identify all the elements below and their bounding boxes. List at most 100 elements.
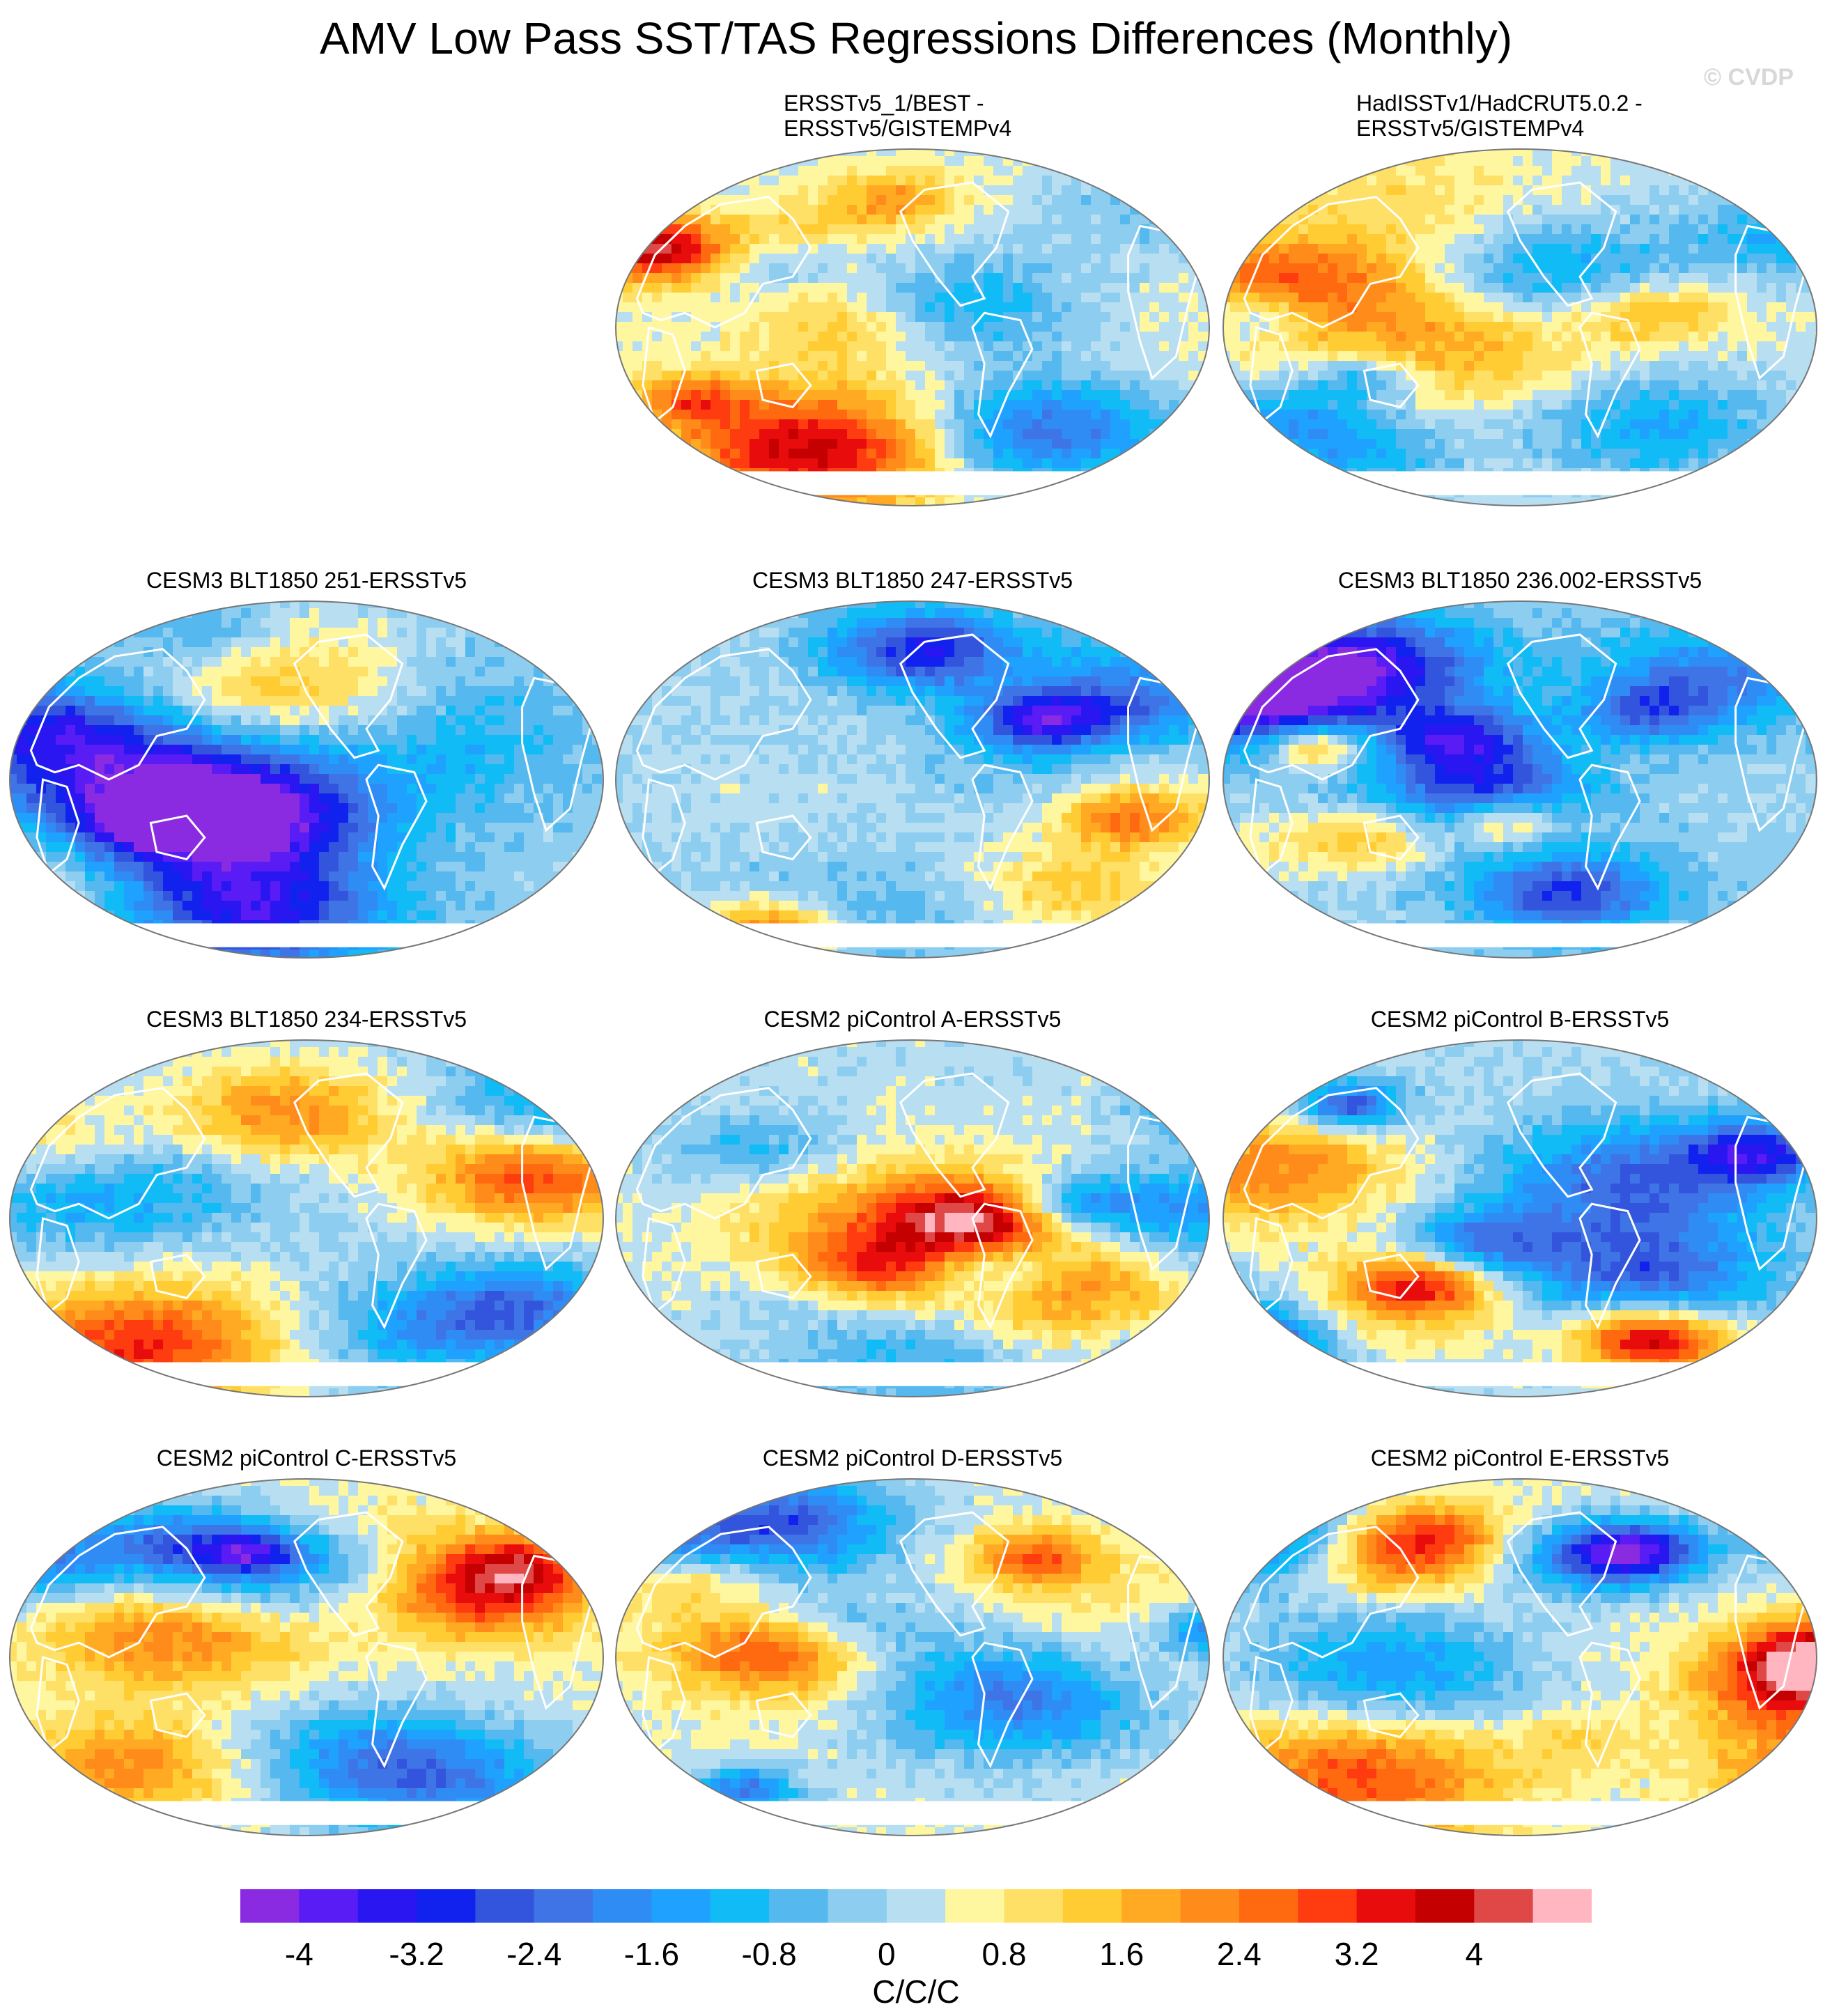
- continent-outline: [642, 1217, 686, 1315]
- map-border: [9, 600, 604, 959]
- colorbar-swatch: [534, 1889, 593, 1923]
- continent-outline: [1249, 1217, 1294, 1315]
- panel-title: HadISSTv1/HadCRUT5.0.2 - ERSSTv5/GISTEMP…: [1356, 91, 1785, 141]
- colorbar: [240, 1889, 1592, 1923]
- antarctica-outline: [730, 1362, 1095, 1386]
- continent-outline: [1363, 1692, 1420, 1739]
- map-panel-p9: CESM2 piControl C-ERSSTv5: [7, 1445, 606, 1836]
- panel-title: CESM2 piControl B-ERSSTv5: [1220, 1007, 1819, 1032]
- continent-outline: [149, 1692, 206, 1739]
- continent-outline: [642, 778, 686, 876]
- colorbar-tick-label: -2.4: [506, 1935, 561, 1973]
- colorbar-swatch: [769, 1889, 828, 1923]
- colorbar-swatch: [475, 1889, 535, 1923]
- continent-outline: [149, 1253, 206, 1300]
- continent-outline: [365, 763, 428, 891]
- panel-title: ERSSTv5_1/BEST - ERSSTv5/GISTEMPv4: [784, 91, 1212, 141]
- colorbar-tick-label: 1.6: [1099, 1935, 1144, 1973]
- continent-outline: [1578, 311, 1641, 439]
- colorbar-swatch: [1121, 1889, 1181, 1923]
- colorbar-swatch: [1180, 1889, 1240, 1923]
- colorbar-swatch: [1474, 1889, 1534, 1923]
- colorbar-swatch: [1298, 1889, 1358, 1923]
- continent-outline: [899, 181, 1010, 307]
- colorbar-tick-label: 2.4: [1217, 1935, 1262, 1973]
- colorbar-swatch: [710, 1889, 770, 1923]
- map-border: [615, 1039, 1210, 1397]
- map-border: [1222, 148, 1817, 506]
- panel-title: CESM2 piControl E-ERSSTv5: [1220, 1445, 1819, 1471]
- antarctica-outline: [1337, 1801, 1702, 1825]
- continent-outline: [29, 1087, 206, 1220]
- continent-outline: [365, 1202, 428, 1330]
- robinson-map: [615, 148, 1210, 506]
- antarctica-outline: [730, 471, 1095, 495]
- map-border: [1222, 1039, 1817, 1397]
- continent-outline: [293, 1511, 404, 1637]
- colorbar-swatch: [651, 1889, 711, 1923]
- continent-outline: [755, 1692, 812, 1739]
- continent-outline: [755, 814, 812, 861]
- robinson-map: [1222, 1478, 1817, 1836]
- colorbar-swatch: [357, 1889, 417, 1923]
- map-panel-p8: CESM2 piControl B-ERSSTv5: [1220, 1007, 1819, 1397]
- panel-title: CESM3 BLT1850 247-ERSSTv5: [613, 568, 1212, 593]
- colorbar-tick-label: 4: [1466, 1935, 1484, 1973]
- continent-outline: [36, 1217, 80, 1315]
- continent-outline: [1507, 1072, 1617, 1198]
- colorbar-swatch: [945, 1889, 1005, 1923]
- robinson-map: [1222, 1039, 1817, 1397]
- watermark: © CVDP: [1704, 64, 1794, 91]
- continent-outline: [1363, 814, 1420, 861]
- continent-outline: [1507, 1511, 1617, 1637]
- continent-outline: [971, 1202, 1034, 1330]
- colorbar-tick-label: -1.6: [624, 1935, 679, 1973]
- continent-outline: [293, 633, 404, 759]
- continent-outline: [149, 814, 206, 861]
- continent-outline: [1243, 648, 1420, 781]
- robinson-map: [9, 1039, 604, 1397]
- antarctica-outline: [124, 1801, 489, 1825]
- continent-outline: [1249, 778, 1294, 876]
- continent-outline: [36, 778, 80, 876]
- continent-outline: [29, 1526, 206, 1659]
- colorbar-swatch: [1356, 1889, 1416, 1923]
- antarctica-outline: [1337, 471, 1702, 495]
- continent-outline: [642, 1656, 686, 1753]
- continent-outline: [635, 1526, 812, 1659]
- figure-title: AMV Low Pass SST/TAS Regressions Differe…: [0, 13, 1832, 64]
- continent-outline: [1578, 1641, 1641, 1769]
- continent-outline: [1243, 1087, 1420, 1220]
- map-panel-p5: CESM3 BLT1850 236.002-ERSSTv5: [1220, 568, 1819, 959]
- map-border: [9, 1039, 604, 1397]
- map-border: [615, 148, 1210, 506]
- continent-outline: [36, 1656, 80, 1753]
- robinson-map: [9, 1478, 604, 1836]
- colorbar-tick-label: 0.8: [982, 1935, 1027, 1973]
- antarctica-outline: [1337, 1362, 1702, 1386]
- continent-outline: [635, 648, 812, 781]
- map-panel-p4: CESM3 BLT1850 247-ERSSTv5: [613, 568, 1212, 959]
- antarctica-outline: [730, 1801, 1095, 1825]
- continent-outline: [29, 648, 206, 781]
- continent-outline: [899, 633, 1010, 759]
- robinson-map: [9, 600, 604, 959]
- map-border: [1222, 600, 1817, 959]
- continent-outline: [1243, 196, 1420, 329]
- continent-outline: [971, 311, 1034, 439]
- map-border: [615, 1478, 1210, 1836]
- continent-outline: [1507, 181, 1617, 307]
- continent-outline: [899, 1072, 1010, 1198]
- robinson-map: [1222, 148, 1817, 506]
- continent-outline: [293, 1072, 404, 1198]
- robinson-map: [1222, 600, 1817, 959]
- map-panel-p2: HadISSTv1/HadCRUT5.0.2 - ERSSTv5/GISTEMP…: [1220, 91, 1819, 506]
- colorbar-tick-label: -4: [285, 1935, 313, 1973]
- colorbar-swatch: [593, 1889, 652, 1923]
- continent-outline: [1363, 362, 1420, 409]
- colorbar-swatch: [299, 1889, 359, 1923]
- colorbar-swatch: [1239, 1889, 1298, 1923]
- panel-title: CESM3 BLT1850 251-ERSSTv5: [7, 568, 606, 593]
- continent-outline: [971, 763, 1034, 891]
- continent-outline: [755, 1253, 812, 1300]
